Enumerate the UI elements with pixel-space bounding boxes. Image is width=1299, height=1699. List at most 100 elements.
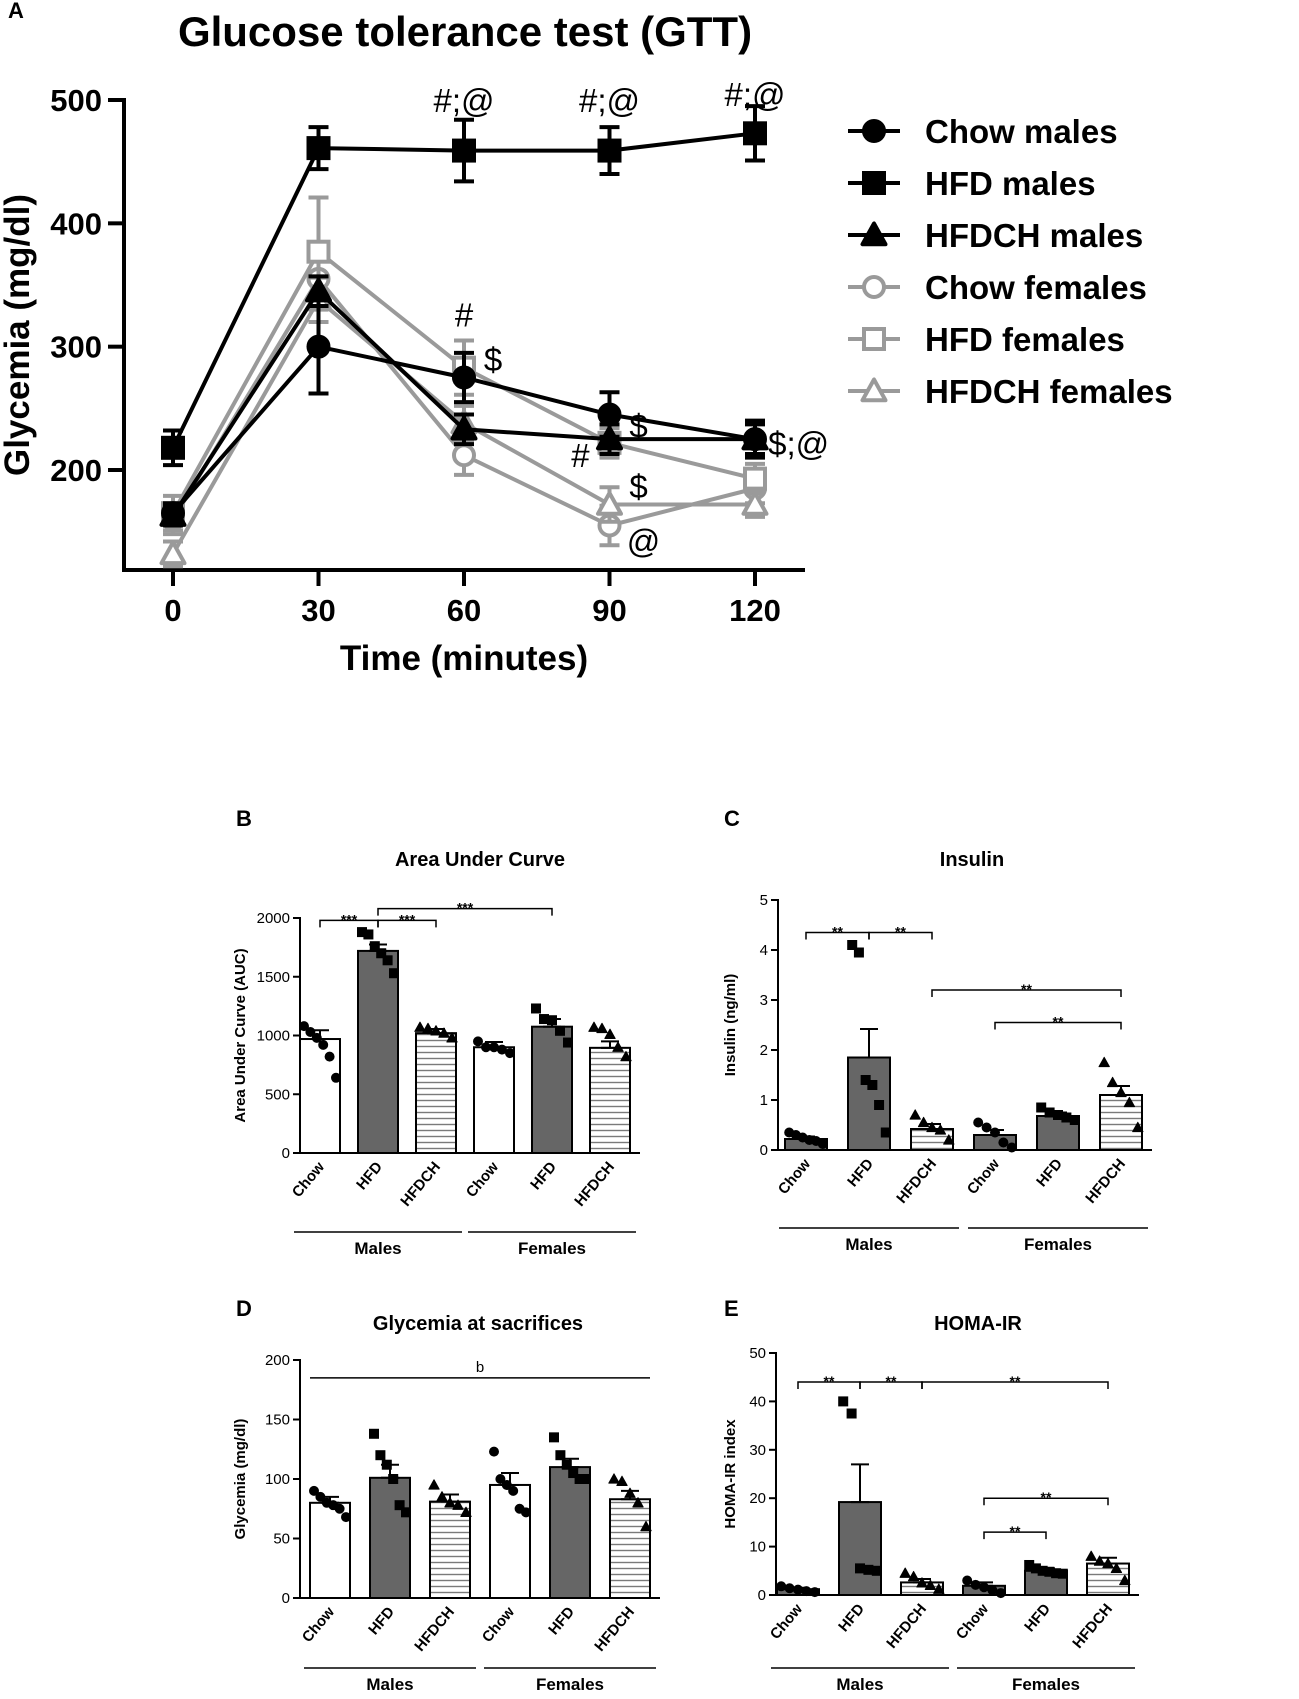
significance-label: ** xyxy=(824,1373,835,1389)
chart-title-b: Area Under Curve xyxy=(395,849,565,871)
data-point xyxy=(382,955,393,966)
data-point xyxy=(1106,1076,1119,1088)
legend-marker-icon xyxy=(860,221,888,247)
data-point xyxy=(597,138,622,163)
data-point xyxy=(428,1479,440,1490)
data-point xyxy=(305,1026,316,1037)
data-point xyxy=(1085,1550,1097,1561)
data-point xyxy=(452,365,476,390)
data-point xyxy=(970,1579,981,1590)
x-axis-label-a: Time (minutes) xyxy=(340,639,588,678)
data-point xyxy=(388,1474,399,1484)
chart-title-e: HOMA-IR xyxy=(934,1313,1022,1335)
data-point xyxy=(855,1563,865,1574)
category-label: Chow xyxy=(767,1600,806,1642)
panel-label-d: D xyxy=(236,1296,252,1321)
y-tick-label-a: 200 xyxy=(50,453,102,488)
data-point xyxy=(311,1032,322,1043)
bar xyxy=(549,1466,591,1599)
significance-annotation: # xyxy=(455,297,474,334)
legend-marker-icon xyxy=(862,327,886,351)
data-point xyxy=(452,443,476,468)
data-point xyxy=(549,1432,559,1443)
category-label: Chow xyxy=(479,1603,518,1645)
data-point xyxy=(741,425,769,451)
data-point xyxy=(381,1459,392,1470)
data-point xyxy=(801,1586,812,1597)
category-label: Chow xyxy=(964,1155,1003,1197)
data-point xyxy=(422,1022,434,1034)
y-axis-label: Area Under Curve (AUC) xyxy=(232,948,249,1122)
significance-annotation: #;@ xyxy=(724,76,785,113)
significance-label: *** xyxy=(457,900,474,916)
data-point xyxy=(793,1584,803,1595)
series-hfd-males xyxy=(161,104,767,468)
legend-marker-icon xyxy=(862,275,886,299)
significance-label: ** xyxy=(1021,981,1032,997)
data-point xyxy=(817,1139,828,1149)
data-point xyxy=(846,1408,857,1419)
data-point xyxy=(568,1468,579,1479)
category-label: HFD xyxy=(1021,1601,1054,1636)
data-point xyxy=(1115,1086,1127,1098)
data-point xyxy=(624,1487,636,1498)
group-label: Males xyxy=(836,1675,883,1694)
data-point xyxy=(306,334,331,359)
data-point xyxy=(452,1499,464,1510)
category-label: HFDCH xyxy=(571,1159,618,1210)
y-tick-label: 5 xyxy=(760,892,768,909)
y-tick-label: 1000 xyxy=(257,1028,290,1045)
category-label: HFDCH xyxy=(411,1604,458,1655)
data-point xyxy=(588,1021,600,1032)
bar xyxy=(369,1476,411,1600)
significance-bracket xyxy=(994,1021,1122,1030)
data-point xyxy=(1044,1107,1055,1118)
y-tick-label: 40 xyxy=(749,1393,766,1410)
data-point xyxy=(604,1028,616,1039)
data-point xyxy=(640,1520,652,1532)
data-point xyxy=(161,435,185,460)
data-point xyxy=(309,1485,319,1496)
category-label: HFDCH xyxy=(1069,1601,1116,1652)
category-label: HFD xyxy=(1033,1156,1066,1191)
data-point xyxy=(874,1100,885,1110)
data-point xyxy=(809,1587,820,1598)
data-point xyxy=(401,1507,411,1518)
data-point xyxy=(414,1021,426,1032)
data-point xyxy=(446,1032,458,1043)
significance-annotation: #;@ xyxy=(433,82,494,119)
data-point xyxy=(159,540,187,566)
y-axis-label: Insulin (ng/ml) xyxy=(722,974,739,1077)
group-label: Females xyxy=(1012,1675,1080,1694)
data-point xyxy=(909,1109,921,1120)
legend-label: Chow males xyxy=(925,113,1118,150)
data-point xyxy=(981,1122,992,1133)
group-label: Males xyxy=(354,1239,401,1258)
data-point xyxy=(596,1022,608,1034)
bar xyxy=(1099,1094,1143,1151)
significance-annotation: # xyxy=(571,437,590,474)
category-label: HFD xyxy=(365,1604,398,1639)
data-point xyxy=(452,138,476,163)
data-point xyxy=(305,277,332,303)
x-tick-label-a: 120 xyxy=(729,593,781,628)
significance-label: ** xyxy=(1010,1373,1021,1389)
data-point xyxy=(436,1491,448,1502)
y-tick-label: 1500 xyxy=(257,969,290,986)
data-point xyxy=(531,1003,541,1014)
bar xyxy=(531,1025,573,1154)
data-point xyxy=(561,1459,572,1470)
data-point xyxy=(460,1506,472,1517)
y-axis-label: Glycemia (mg/dl) xyxy=(232,1419,249,1540)
data-point xyxy=(853,947,864,958)
data-point xyxy=(521,1507,531,1518)
data-point xyxy=(979,1582,989,1593)
panel-label-b: B xyxy=(236,806,252,831)
data-point xyxy=(1110,1562,1123,1574)
x-tick-label-a: 0 xyxy=(164,593,181,628)
data-point xyxy=(743,121,767,146)
data-point xyxy=(563,1037,573,1048)
category-label: HFD xyxy=(527,1159,560,1194)
data-point xyxy=(315,1491,326,1502)
